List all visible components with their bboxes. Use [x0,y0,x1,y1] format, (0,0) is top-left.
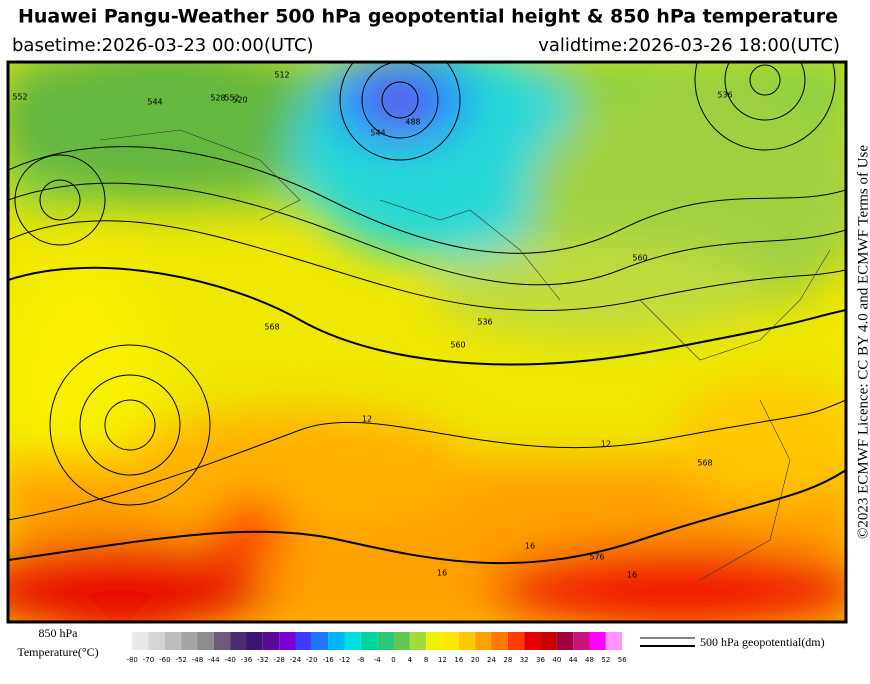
colorbar-label: 12 [438,656,447,664]
colorbar-label: 8 [424,656,428,664]
colorbar-label: -4 [374,656,382,664]
colorbar-label: -32 [257,656,268,664]
contour-label: 16 [525,542,535,551]
colorbar-label: 16 [454,656,463,664]
colorbar-label: -70 [143,656,154,664]
contour-label: 528 [210,94,225,103]
colorbar-label: 0 [391,656,395,664]
colorbar-label: -12 [339,656,350,664]
contour-label: 488 [405,118,420,127]
colorbar-label: -48 [192,656,203,664]
contour-label: 560 [632,254,647,263]
basetime: basetime:2026-03-23 00:00(UTC) [12,35,314,56]
colorbar-box [524,632,541,650]
colorbar-box [442,632,459,650]
colorbar-box [328,632,345,650]
contour-label: 16 [627,571,637,580]
colorbar-box [132,632,149,650]
contour-label: 536 [477,318,492,327]
colorbar-box [148,632,165,650]
credit: ©2023 ECMWF Licence: CC BY 4.0 and ECMWF… [855,145,870,539]
contour-legend: 500 hPa geopotential(dm) [700,635,825,649]
colorbar-label: 44 [569,656,578,664]
contour-label: 544 [147,98,162,107]
colorbar-label: 28 [503,656,512,664]
colorbar-box [540,632,557,650]
validtime: validtime:2026-03-26 18:00(UTC) [538,35,840,56]
contour-label: 568 [264,323,279,332]
colorbar-label: -44 [208,656,220,664]
colorbar-label: 32 [520,656,529,664]
colorbar-box [262,632,280,650]
colorbar-box [393,632,410,650]
contour-label: 12 [601,440,611,449]
colorbar-label: -60 [159,656,170,664]
contour-label: 520 [232,96,247,105]
colorbar-box [181,632,198,650]
colorbar-box [213,632,231,650]
contour-label: 544 [370,129,385,138]
contour-label: 552 [224,94,239,103]
title: Huawei Pangu-Weather 500 hPa geopotentia… [18,6,838,28]
colorbar-box [246,632,263,650]
colorbar-box [409,632,427,650]
colorbar-label: -16 [322,656,334,664]
colorbar-box [295,632,312,650]
colorbar-label: -80 [126,656,137,664]
contour-label: 576 [589,553,604,562]
colorbar-box [344,632,361,650]
map: 552 544 528 520 512 488 544 568 552 560 536 576 568 1… [8,62,846,622]
colorbar-label: 4 [408,656,413,664]
colorbar-label: -28 [273,656,284,664]
legend-title: 850 hPa [39,626,79,640]
contour-label: 568 [697,459,712,468]
colorbar-label: 36 [536,656,545,664]
colorbar-box [475,632,492,650]
contour-label: 552 [12,93,27,102]
colorbar-box [377,632,394,650]
colorbar-label: 48 [585,656,594,664]
colorbar-box [589,632,606,650]
colorbar-box [230,632,247,650]
colorbar-label: 40 [552,656,561,664]
colorbar-box [426,632,443,650]
map-frame [6,60,848,624]
colorbar-label: -40 [224,656,235,664]
colorbar-label: -36 [241,656,253,664]
colorbar-box [573,632,590,650]
colorbar-label: -24 [290,656,302,664]
contour-label: 16 [437,569,447,578]
colorbar-label: 24 [487,656,496,664]
colorbar-box [458,632,476,650]
colorbar-box [360,632,378,650]
contour-label: 12 [362,415,372,424]
colorbar-box [311,632,329,650]
colorbar-box [164,632,182,650]
colorbar-box [605,632,623,650]
colorbar-label: 56 [618,656,627,664]
contour-label: 512 [274,71,289,80]
colorbar-box [507,632,525,650]
colorbar-label: -52 [175,656,186,664]
colorbar-box [279,632,296,650]
contour-label: 560 [450,341,465,350]
contour-label: 536 [717,91,732,100]
colorbar-box [491,632,508,650]
colorbar-label: 20 [471,656,480,664]
legend-title: Temperature(°C) [17,645,98,659]
colorbar-box [556,632,574,650]
colorbar-label: -20 [306,656,317,664]
colorbar-label: -8 [357,656,364,664]
colorbar-box [197,632,214,650]
colorbar-label: 52 [601,656,610,664]
